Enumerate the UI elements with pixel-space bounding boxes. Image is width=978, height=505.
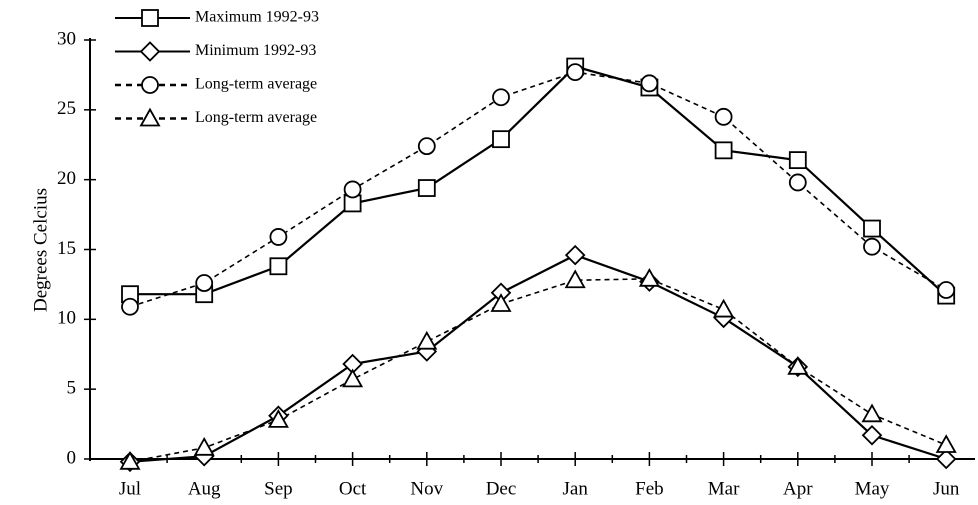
y-axis-label: Degrees Celcius — [30, 188, 51, 312]
marker-triangle — [713, 298, 735, 318]
marker-square — [269, 257, 288, 276]
x-tick-label: Aug — [188, 478, 221, 499]
series-line — [129, 71, 947, 308]
marker-square — [788, 151, 807, 170]
legend-label: Maximum 1992-93 — [195, 9, 319, 26]
x-tick-label: Feb — [635, 478, 664, 499]
marker-triangle — [787, 355, 809, 375]
marker-triangle — [638, 267, 660, 287]
marker-triangle — [564, 269, 586, 289]
y-tick-label: 0 — [67, 447, 77, 468]
x-tick-label: Dec — [486, 478, 517, 499]
marker-circle — [195, 274, 214, 292]
x-tick-label: Jan — [563, 478, 589, 499]
x-tick-label: Oct — [339, 478, 367, 499]
x-tick-label: Jun — [933, 478, 960, 499]
marker-triangle — [267, 409, 289, 428]
marker-diamond — [139, 41, 161, 62]
legend-label: Long-term average — [195, 109, 317, 126]
series-line — [129, 278, 947, 463]
marker-circle — [640, 74, 659, 93]
marker-circle — [788, 173, 807, 192]
y-tick-label: 25 — [57, 98, 76, 119]
x-tick-label: Jul — [119, 478, 141, 499]
legend-label: Minimum 1992-93 — [195, 42, 316, 59]
marker-circle — [566, 63, 585, 82]
legend-label: Long-term average — [195, 76, 317, 93]
marker-circle — [863, 237, 881, 256]
marker-circle — [141, 76, 159, 94]
y-tick-label: 20 — [57, 168, 76, 189]
marker-diamond — [564, 244, 586, 266]
y-tick-label: 15 — [57, 238, 76, 259]
marker-triangle — [342, 368, 364, 388]
series-line — [130, 65, 947, 297]
marker-circle — [714, 107, 733, 126]
marker-circle — [492, 88, 510, 107]
marker-circle — [417, 137, 436, 156]
marker-circle — [937, 281, 956, 299]
marker-triangle — [119, 450, 141, 470]
series-line — [129, 253, 947, 463]
marker-circle — [269, 228, 288, 246]
marker-square — [141, 9, 159, 27]
marker-triangle — [193, 436, 215, 456]
x-tick-label: May — [855, 478, 890, 499]
x-tick-label: Mar — [708, 478, 740, 499]
x-tick-label: Nov — [410, 478, 443, 499]
y-tick-label: 30 — [57, 28, 76, 49]
marker-triangle — [861, 403, 883, 423]
marker-triangle — [935, 434, 957, 453]
y-tick-label: 5 — [67, 378, 77, 399]
y-tick-label: 10 — [57, 308, 76, 329]
marker-triangle — [416, 330, 438, 350]
marker-diamond — [935, 448, 957, 470]
x-tick-label: Sep — [264, 478, 293, 499]
marker-square — [492, 130, 510, 149]
marker-square — [417, 179, 436, 197]
marker-circle — [121, 297, 139, 316]
marker-circle — [343, 180, 362, 199]
marker-triangle — [139, 107, 161, 127]
marker-square — [863, 219, 881, 238]
x-tick-label: Apr — [783, 478, 813, 499]
marker-triangle — [490, 293, 512, 312]
marker-square — [714, 141, 733, 160]
marker-diamond — [861, 424, 883, 446]
